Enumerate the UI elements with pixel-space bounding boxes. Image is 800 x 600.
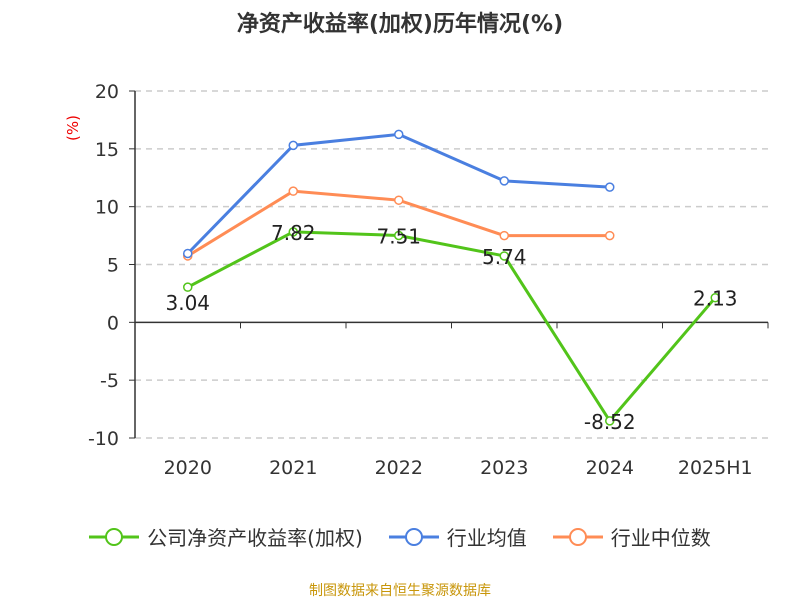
chart-title: 净资产收益率(加权)历年情况(%) [236,12,564,37]
legend-label: 行业中位数 [610,526,711,550]
data-point [710,292,720,303]
data-point [394,129,404,140]
y-tick-label: 10 [95,197,119,219]
data-point [288,227,298,237]
data-point [288,140,298,151]
data-point [394,195,404,205]
x-tick-label: 2025H1 [678,457,753,479]
legend-label: 行业均值 [446,526,527,550]
x-tick-label: 2020 [164,457,212,479]
y-tick-label: -5 [100,370,119,392]
data-point [499,176,509,186]
data-point [394,230,404,241]
data-point [499,230,509,241]
legend-label: 公司净资产收益率(加权) [147,526,363,550]
legend-marker-icon [388,527,439,546]
y-tick-label: 5 [107,255,119,277]
data-point [288,186,298,196]
y-axis-label: (%) [64,115,82,141]
data-label: 5.74 [482,245,527,269]
y-tick-label: 0 [107,312,119,334]
legend-item[interactable]: 行业中位数 [552,522,711,551]
data-point [183,248,193,259]
x-tick-label: 2021 [269,457,317,479]
legend-marker-icon [552,527,603,546]
data-label: 7.51 [376,224,421,248]
series-line [187,230,717,424]
data-point [605,230,615,241]
data-point [499,251,509,261]
x-tick-label: 2022 [375,457,423,479]
y-tick-label: 15 [95,139,119,161]
data-label: 2.13 [693,287,738,311]
data-point [605,416,615,426]
source-note: 制图数据来自恒生聚源数据库 [309,583,491,599]
y-tick-label: -10 [88,428,119,450]
legend-item[interactable]: 行业均值 [388,522,527,551]
data-point [183,282,193,292]
data-label: 7.82 [271,221,316,245]
data-label: -8.52 [584,410,636,434]
legend-item[interactable]: 公司净资产收益率(加权) [89,522,363,551]
data-point [605,182,615,192]
data-label: 3.04 [165,291,210,315]
legend-marker-icon [89,527,140,546]
legend: 公司净资产收益率(加权) 行业均值 行业中位数 [0,522,800,551]
x-tick-label: 2024 [586,457,634,479]
x-tick-label: 2023 [480,457,528,479]
y-tick-label: 20 [95,81,119,103]
